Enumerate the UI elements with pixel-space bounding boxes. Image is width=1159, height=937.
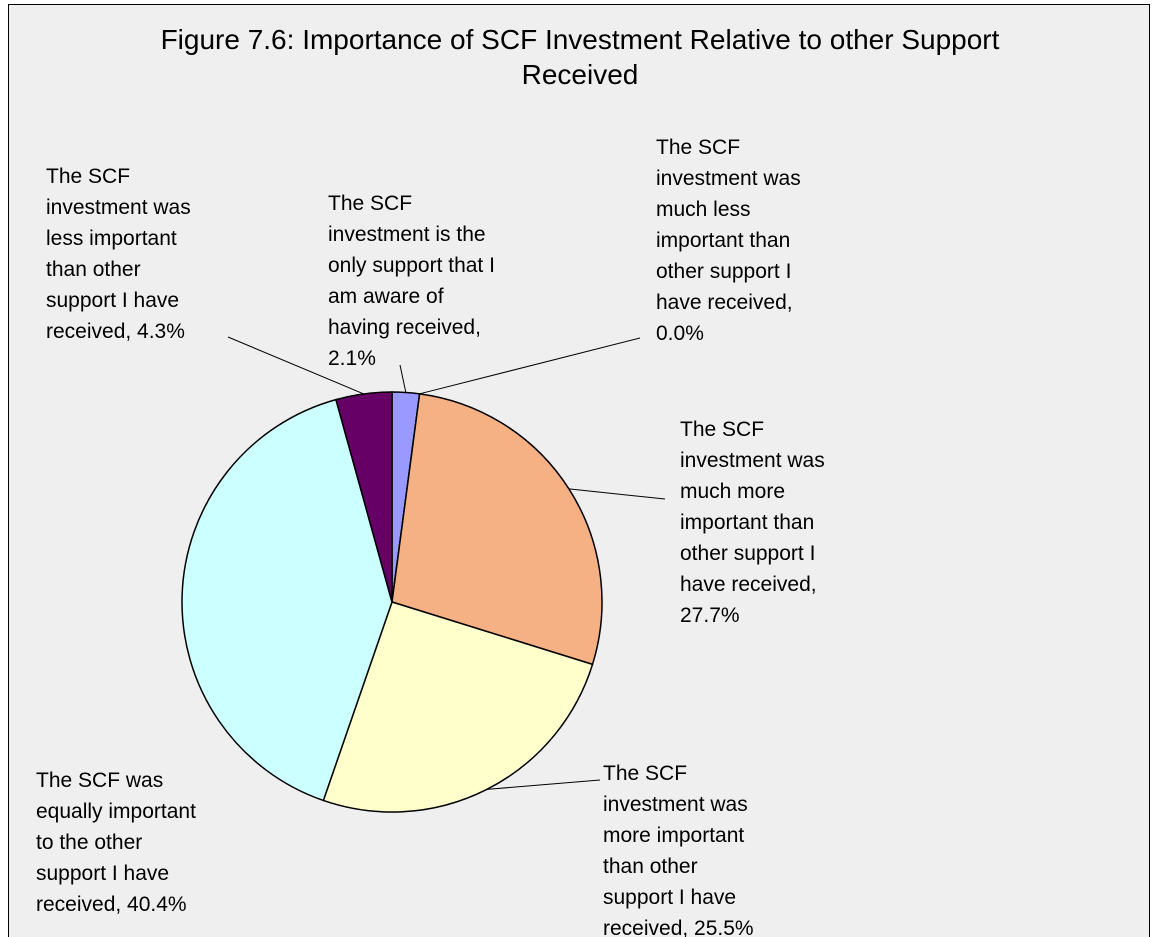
leader-line [568, 488, 666, 500]
data-label: The SCF investment is the only support tha… [328, 192, 495, 370]
pie-slice [181, 398, 393, 802]
leader-line [486, 779, 601, 790]
data-label: The SCF was equally important to the other… [36, 769, 196, 916]
data-label: The SCF investment was much more important … [680, 418, 825, 627]
data-label: The SCF investment was less important than … [46, 165, 191, 343]
data-label: The SCF investment was more important than … [603, 762, 754, 937]
data-label: The SCF investment was much less important … [656, 136, 801, 345]
pie-slice [391, 392, 603, 666]
pie-slice [335, 391, 393, 603]
chart-title: Figure 7.6: Importance of SCF Investment… [161, 24, 1000, 90]
leader-line [399, 364, 407, 393]
leader-line [227, 336, 364, 395]
leader-line [419, 337, 641, 395]
chart-area [8, 4, 1150, 937]
